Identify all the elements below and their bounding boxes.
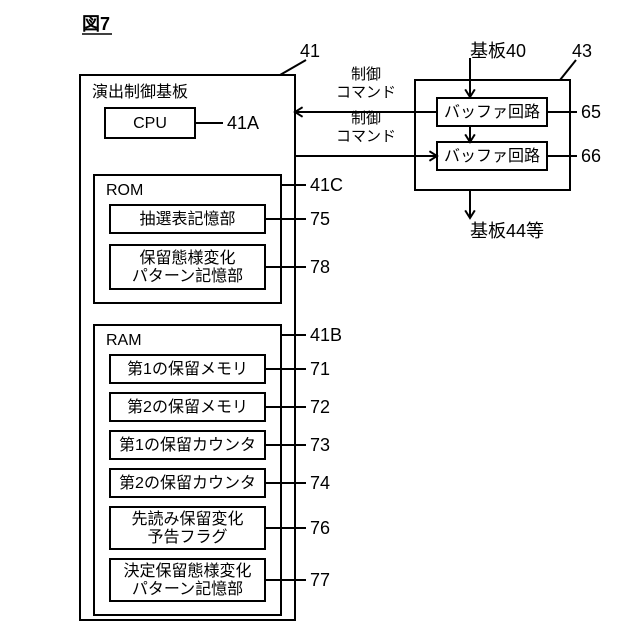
svg-text:コマンド: コマンド — [336, 128, 396, 145]
ram-item-label-0: 第1の保留メモリ — [127, 360, 248, 378]
right-board-leader — [560, 60, 576, 80]
right-board-ref: 43 — [572, 41, 592, 61]
ram-item-ref-0: 71 — [310, 359, 330, 379]
ram-item-ref-3: 74 — [310, 473, 330, 493]
rom-item-label-1: 保留態様変化パターン記憶部 — [132, 249, 243, 285]
ram-item-label-5: 決定保留態様変化パターン記憶部 — [123, 562, 251, 598]
main-board-ref: 41 — [300, 41, 320, 61]
svg-text:予告フラグ: 予告フラグ — [147, 528, 227, 546]
ram-item-label-1: 第2の保留メモリ — [127, 398, 248, 416]
ram-item-ref-5: 77 — [310, 570, 330, 590]
ram-title: RAM — [106, 332, 142, 349]
main-board-leader — [280, 60, 306, 75]
buffer-ref-1: 66 — [581, 146, 601, 166]
buffer-label-1: バッファ回路 — [444, 147, 540, 165]
cmd-label-2: 制御コマンド — [336, 110, 396, 145]
svg-text:制御: 制御 — [351, 66, 381, 83]
buffer-ref-0: 65 — [581, 102, 601, 122]
ram-item-ref-2: 73 — [310, 435, 330, 455]
rom-item-ref-1: 78 — [310, 257, 330, 277]
rom-item-ref-0: 75 — [310, 209, 330, 229]
buffer-label-0: バッファ回路 — [444, 103, 540, 121]
right-top-label: 基板40 — [470, 41, 526, 61]
rom-item-label-0: 抽選表記憶部 — [139, 210, 235, 228]
right-bottom-label: 基板44等 — [470, 221, 544, 241]
main-board-title: 演出制御基板 — [92, 83, 188, 101]
svg-text:パターン記憶部: パターン記憶部 — [132, 580, 243, 598]
ram-item-label-3: 第2の保留カウンタ — [119, 474, 256, 492]
ram-ref: 41B — [310, 325, 342, 345]
rom-ref: 41C — [310, 175, 343, 195]
ram-item-ref-4: 76 — [310, 518, 330, 538]
ram-item-label-4: 先読み保留変化予告フラグ — [131, 510, 243, 546]
figure-label: 図7 — [82, 14, 110, 34]
rom-title: ROM — [106, 182, 143, 199]
ram-item-label-2: 第1の保留カウンタ — [119, 436, 256, 454]
cmd-label-1: 制御コマンド — [336, 66, 396, 101]
svg-text:決定保留態様変化: 決定保留態様変化 — [123, 562, 251, 580]
svg-text:コマンド: コマンド — [336, 84, 396, 101]
svg-text:先読み保留変化: 先読み保留変化 — [131, 510, 243, 528]
svg-text:保留態様変化: 保留態様変化 — [139, 249, 235, 267]
cpu-ref: 41A — [227, 113, 259, 133]
ram-item-ref-1: 72 — [310, 397, 330, 417]
right-board — [415, 80, 570, 190]
svg-text:パターン記憶部: パターン記憶部 — [132, 267, 243, 285]
svg-text:制御: 制御 — [351, 110, 381, 127]
cpu-label: CPU — [133, 115, 167, 132]
